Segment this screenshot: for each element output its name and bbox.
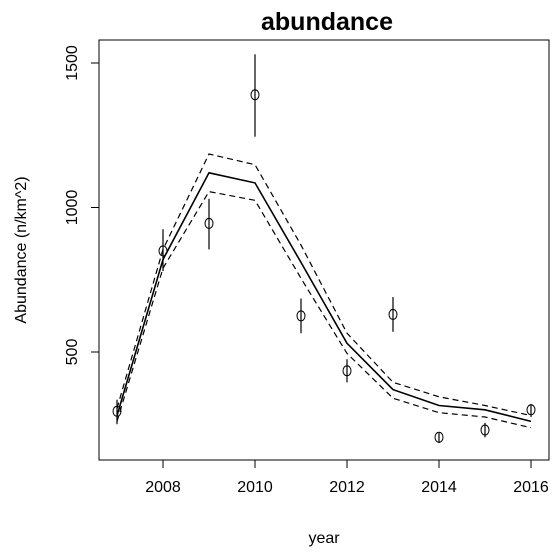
data-point <box>480 424 490 436</box>
data-point <box>204 217 214 229</box>
observations <box>112 54 536 444</box>
upper-ci-line <box>116 153 532 417</box>
y-tick-label: 1500 <box>64 45 81 81</box>
fitted-line-group <box>116 171 532 423</box>
x-tick-label: 2008 <box>145 479 181 496</box>
y-tick-label: 500 <box>64 339 81 366</box>
y-tick-label: 1000 <box>64 190 81 226</box>
data-point <box>250 89 260 101</box>
data-point <box>342 365 352 377</box>
plot-frame <box>98 39 550 461</box>
data-point <box>526 404 536 416</box>
x-axis: 2008 2010 2012 2014 2016 <box>145 460 549 496</box>
chart-title: abundance <box>261 8 393 36</box>
data-point <box>158 245 168 257</box>
x-tick-label: 2012 <box>329 479 365 496</box>
confidence-interval-lines <box>116 153 532 429</box>
lower-ci-line <box>116 190 532 429</box>
y-axis: 500 1000 1500 <box>64 45 99 365</box>
fitted-line <box>116 171 532 423</box>
data-point <box>112 405 122 417</box>
x-tick-label: 2014 <box>421 479 457 496</box>
data-point <box>296 310 306 322</box>
data-point <box>388 308 398 320</box>
x-axis-label: year <box>308 530 340 547</box>
x-tick-label: 2010 <box>237 479 273 496</box>
data-point <box>434 431 444 443</box>
x-tick-label: 2016 <box>513 479 549 496</box>
y-axis-label: Abundance (n/km^2) <box>13 176 30 323</box>
